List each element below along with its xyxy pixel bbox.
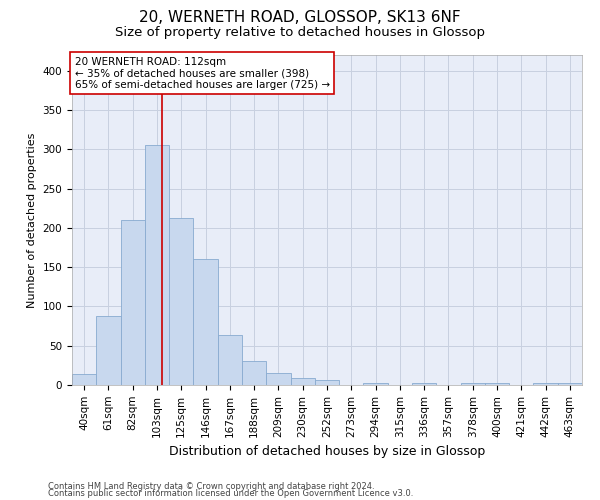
Text: Contains public sector information licensed under the Open Government Licence v3: Contains public sector information licen… <box>48 489 413 498</box>
Bar <box>315 380 339 385</box>
Bar <box>72 374 96 385</box>
Bar <box>96 316 121 385</box>
Bar <box>145 146 169 385</box>
Bar <box>533 382 558 385</box>
Bar <box>412 382 436 385</box>
X-axis label: Distribution of detached houses by size in Glossop: Distribution of detached houses by size … <box>169 445 485 458</box>
Bar <box>193 260 218 385</box>
Bar <box>169 218 193 385</box>
Text: 20 WERNETH ROAD: 112sqm
← 35% of detached houses are smaller (398)
65% of semi-d: 20 WERNETH ROAD: 112sqm ← 35% of detache… <box>74 56 329 90</box>
Text: Contains HM Land Registry data © Crown copyright and database right 2024.: Contains HM Land Registry data © Crown c… <box>48 482 374 491</box>
Text: Size of property relative to detached houses in Glossop: Size of property relative to detached ho… <box>115 26 485 39</box>
Bar <box>218 334 242 385</box>
Bar <box>242 362 266 385</box>
Text: 20, WERNETH ROAD, GLOSSOP, SK13 6NF: 20, WERNETH ROAD, GLOSSOP, SK13 6NF <box>139 10 461 25</box>
Bar <box>461 382 485 385</box>
Bar <box>364 382 388 385</box>
Bar <box>121 220 145 385</box>
Bar <box>558 382 582 385</box>
Bar <box>290 378 315 385</box>
Bar <box>266 373 290 385</box>
Y-axis label: Number of detached properties: Number of detached properties <box>27 132 37 308</box>
Bar <box>485 382 509 385</box>
